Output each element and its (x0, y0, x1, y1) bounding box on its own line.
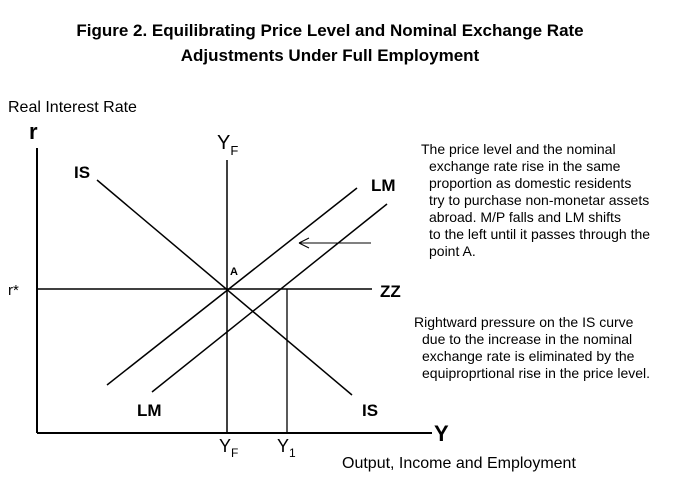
yf-label-bottom-main: Y (219, 436, 231, 456)
shift-arrowhead (298, 237, 310, 249)
note-top: The price level and the nominal exchange… (421, 141, 691, 260)
point-a-label: A (230, 266, 238, 278)
lm-curve-original (151, 203, 388, 393)
note-bottom-line-3: exchange rate is eliminated by the (422, 348, 635, 364)
yf-label-top-main: Y (217, 132, 230, 154)
figure-title-line-2: Adjustments Under Full Employment (180, 46, 480, 65)
note-bottom-line-1: Rightward pressure on the IS curve (414, 314, 634, 330)
y1-label-main: Y (277, 436, 289, 456)
figure-title-line-1: Figure 2. Equilibrating Price Level and … (76, 21, 584, 40)
yf-label-bottom: YF (219, 436, 238, 460)
x-axis-label: Output, Income and Employment (342, 455, 576, 472)
note-top-line-7: point A. (429, 243, 476, 259)
y1-label-sub: 1 (289, 446, 296, 460)
y1-label: Y1 (277, 436, 296, 460)
note-top-line-5: abroad. M/P falls and LM shifts (429, 209, 621, 225)
note-bottom: Rightward pressure on the IS curve due t… (414, 314, 696, 382)
note-top-line-1: The price level and the nominal (421, 141, 616, 157)
y-axis-label: Real Interest Rate (8, 99, 137, 116)
r-star-label: r* (8, 282, 19, 299)
lm-label-bottom: LM (137, 401, 162, 420)
lm-curve-shifted (106, 187, 358, 386)
note-top-line-3: proportion as domestic residents (429, 175, 632, 191)
note-top-line-4: try to purchase non-monetar assets (429, 192, 650, 208)
lm-label-top: LM (371, 176, 396, 195)
y-axis-symbol: r (29, 119, 38, 144)
yf-label-top-sub: F (230, 143, 238, 158)
yf-label-bottom-sub: F (231, 446, 238, 460)
zz-label: ZZ (380, 282, 401, 301)
note-top-line-2: exchange rate rise in the same (429, 158, 621, 174)
note-top-line-6: to the left until it passes through the (429, 226, 651, 242)
note-bottom-line-2: due to the increase in the nominal (422, 331, 633, 347)
yf-label-top: YF (217, 132, 238, 158)
is-curve (96, 179, 353, 396)
x-axis-symbol: Y (434, 421, 449, 446)
is-label-bottom: IS (362, 401, 378, 420)
is-label-top: IS (74, 163, 90, 182)
note-bottom-line-4: equiproprtional rise in the price level. (422, 365, 651, 381)
